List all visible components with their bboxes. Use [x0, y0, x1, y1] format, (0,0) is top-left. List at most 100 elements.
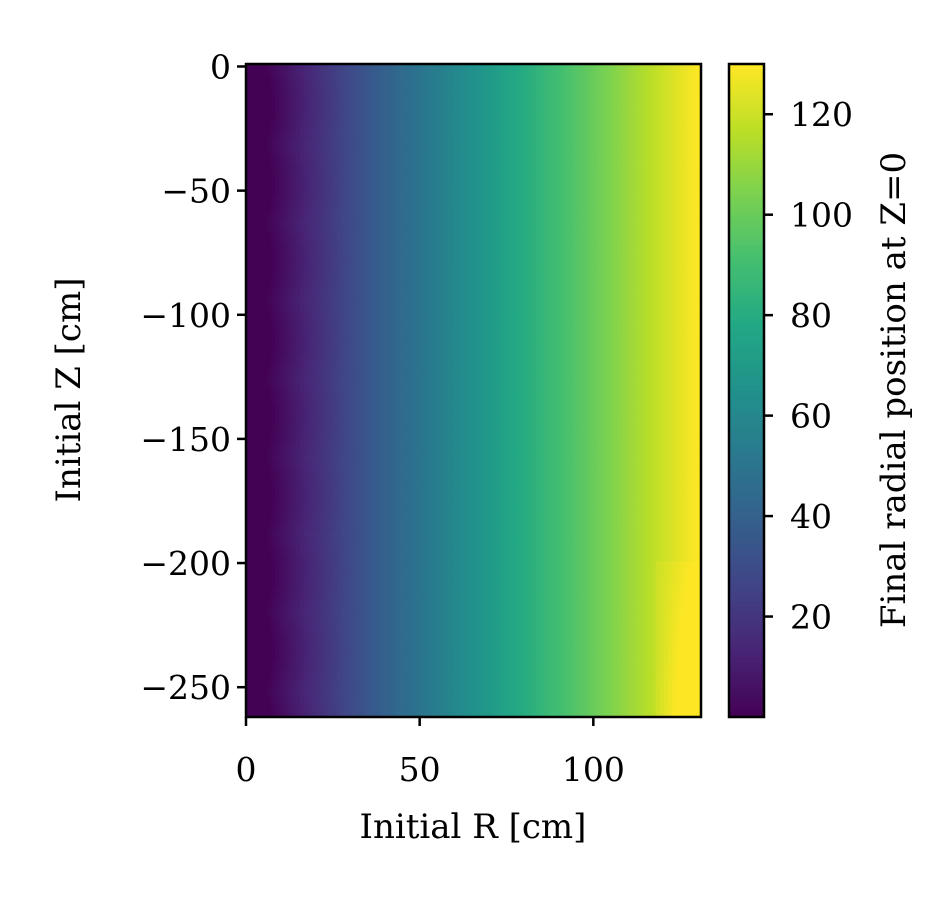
heatmap-cell [593, 219, 599, 227]
heatmap-cell [291, 318, 297, 326]
heatmap-cell [510, 300, 516, 308]
heatmap-cell [651, 138, 657, 146]
heatmap-cell [490, 287, 495, 295]
heatmap-cell [308, 306, 313, 314]
heatmap-cell [444, 256, 450, 264]
heatmap-cell [316, 138, 322, 146]
heatmap-cell [274, 188, 280, 196]
heatmap-cell [303, 231, 309, 239]
heatmap-cell [266, 182, 272, 189]
heatmap-cell [556, 126, 561, 134]
heatmap-cell [432, 312, 437, 320]
heatmap-cell [523, 107, 528, 115]
heatmap-cell [365, 126, 371, 134]
heatmap-cell [357, 76, 363, 84]
heatmap-cell [696, 263, 702, 270]
heatmap-cell [539, 213, 545, 221]
heatmap-cell [312, 287, 317, 295]
heatmap-cell [502, 318, 508, 326]
heatmap-cell [295, 213, 301, 221]
heatmap-cell [531, 70, 537, 78]
heatmap-cell [357, 256, 363, 264]
heatmap-cell [564, 113, 570, 121]
heatmap-cell [672, 126, 677, 134]
heatmap-cell [519, 200, 524, 208]
heatmap-cell [494, 200, 499, 208]
heatmap-cell [428, 281, 433, 289]
heatmap-cell [589, 318, 595, 326]
heatmap-cell [258, 113, 264, 121]
heatmap-cell [676, 244, 681, 252]
heatmap-cell [643, 76, 648, 84]
heatmap-cell [456, 325, 462, 333]
heatmap-cell [461, 64, 466, 71]
heatmap-cell [423, 306, 429, 314]
heatmap-cell [390, 281, 396, 289]
heatmap-cell [630, 325, 636, 333]
heatmap-cell [361, 337, 367, 345]
heatmap-cell [378, 275, 384, 283]
heatmap-cell [349, 231, 355, 239]
heatmap-cell [572, 200, 578, 208]
heatmap-cell [676, 213, 681, 221]
heatmap-cell [316, 250, 322, 258]
heatmap-cell [696, 294, 702, 301]
heatmap-cell [543, 275, 549, 283]
heatmap-cell [527, 219, 533, 227]
heatmap-cell [461, 107, 466, 115]
heatmap-cell [357, 70, 363, 78]
heatmap-cell [490, 76, 495, 84]
heatmap-cell [626, 250, 632, 258]
heatmap-cell [312, 132, 317, 140]
heatmap-cell [428, 126, 433, 134]
heatmap-cell [502, 138, 508, 146]
heatmap-cell [547, 238, 553, 245]
heatmap-cell [527, 194, 533, 202]
heatmap-cell [556, 76, 561, 84]
heatmap-cell [246, 337, 251, 345]
heatmap-cell [531, 219, 537, 227]
heatmap-cell [440, 256, 446, 264]
heatmap-cell [585, 300, 590, 308]
heatmap-cell [254, 231, 260, 239]
heatmap-cell [469, 175, 475, 183]
heatmap-cell [316, 294, 322, 301]
heatmap-cell [370, 113, 375, 121]
heatmap-cell [581, 219, 586, 227]
heatmap-cell [337, 238, 342, 245]
heatmap-cell [651, 269, 657, 277]
heatmap-cell [535, 119, 541, 127]
heatmap-cell [477, 119, 483, 127]
heatmap-cell [465, 188, 470, 196]
heatmap-cell [523, 169, 528, 177]
heatmap-cell [299, 175, 305, 183]
heatmap-cell [605, 225, 611, 233]
heatmap-cell [651, 82, 657, 90]
heatmap-cell [403, 151, 408, 158]
heatmap-cell [581, 119, 586, 127]
heatmap-cell [279, 101, 284, 109]
heatmap-cell [514, 306, 520, 314]
heatmap-cell [576, 119, 582, 127]
heatmap-cell [411, 169, 417, 177]
heatmap-cell [638, 76, 644, 84]
heatmap-cell [556, 138, 561, 146]
heatmap-cell [361, 126, 367, 134]
heatmap-cell [680, 169, 686, 177]
heatmap-cell [258, 331, 264, 339]
heatmap-cell [680, 70, 686, 78]
heatmap-cell [270, 244, 276, 252]
heatmap-cell [250, 318, 255, 326]
heatmap-cell [337, 263, 342, 270]
heatmap-cell [547, 269, 553, 277]
heatmap-cell [527, 213, 533, 221]
heatmap-cell [469, 113, 475, 121]
heatmap-cell [692, 151, 698, 158]
heatmap-cell [473, 213, 479, 221]
heatmap-cell [262, 151, 268, 158]
heatmap-cell [655, 151, 661, 158]
heatmap-cell [506, 263, 512, 270]
heatmap-cell [576, 200, 582, 208]
heatmap-cell [444, 119, 450, 127]
heatmap-cell [523, 275, 528, 283]
